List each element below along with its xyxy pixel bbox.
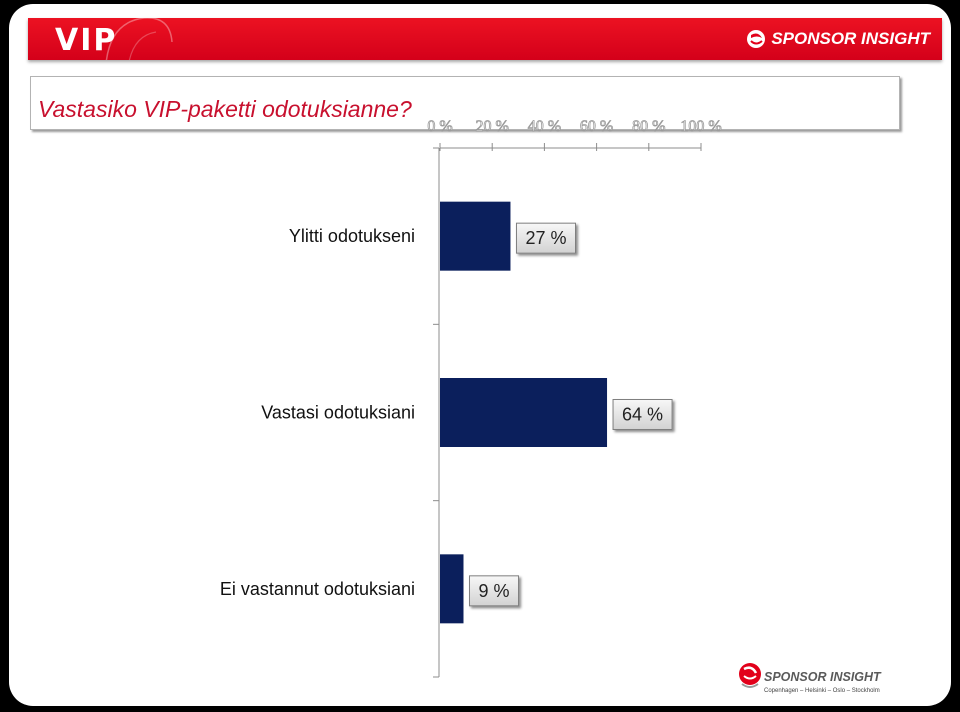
question-box: Vastasiko VIP-paketti odotuksianne?	[30, 76, 900, 130]
footer-logo: SPONSOR INSIGHT Copenhagen – Helsinki – …	[738, 660, 888, 700]
value-axis-tick-label: 100 %	[680, 118, 721, 135]
value-axis-tick-label: 80 %	[632, 118, 665, 135]
data-label-box	[515, 222, 577, 254]
page-title: VIP	[55, 23, 118, 58]
data-label-box	[468, 575, 520, 607]
category-label: Ylitti odotukseni	[289, 226, 415, 246]
footer-cities-text: Copenhagen – Helsinki – Oslo – Stockholm	[764, 688, 880, 694]
header-swirl-decoration	[105, 18, 173, 60]
header-logo: SPONSOR INSIGHT	[746, 28, 930, 50]
header-bar: VIP SPONSOR INSIGHT	[28, 18, 942, 60]
category-label: Vastasi odotuksiani	[261, 403, 415, 423]
category-label: Ei vastannut odotuksiani	[220, 579, 415, 599]
data-label: 64 %	[622, 405, 663, 425]
data-label: 9 %	[478, 581, 509, 601]
sponsor-insight-logo-icon	[747, 30, 766, 48]
data-label-box	[612, 399, 673, 430]
header-logo-text: SPONSOR INSIGHT	[771, 29, 930, 48]
data-label: 27 %	[525, 228, 566, 248]
sponsor-insight-logo-icon	[739, 663, 761, 688]
footer-logo-text: SPONSOR INSIGHT	[764, 670, 881, 684]
question-text: Vastasiko VIP-paketti odotuksianne?	[38, 96, 412, 122]
value-axis-tick-label: 20 %	[476, 118, 509, 135]
value-axis-tick-label: 60 %	[580, 118, 613, 135]
bar	[440, 554, 464, 624]
bar	[440, 201, 511, 271]
value-axis-tick-label: 40 %	[528, 118, 561, 135]
bar	[440, 378, 608, 447]
value-axis-tick-label: 0 %	[427, 118, 452, 135]
